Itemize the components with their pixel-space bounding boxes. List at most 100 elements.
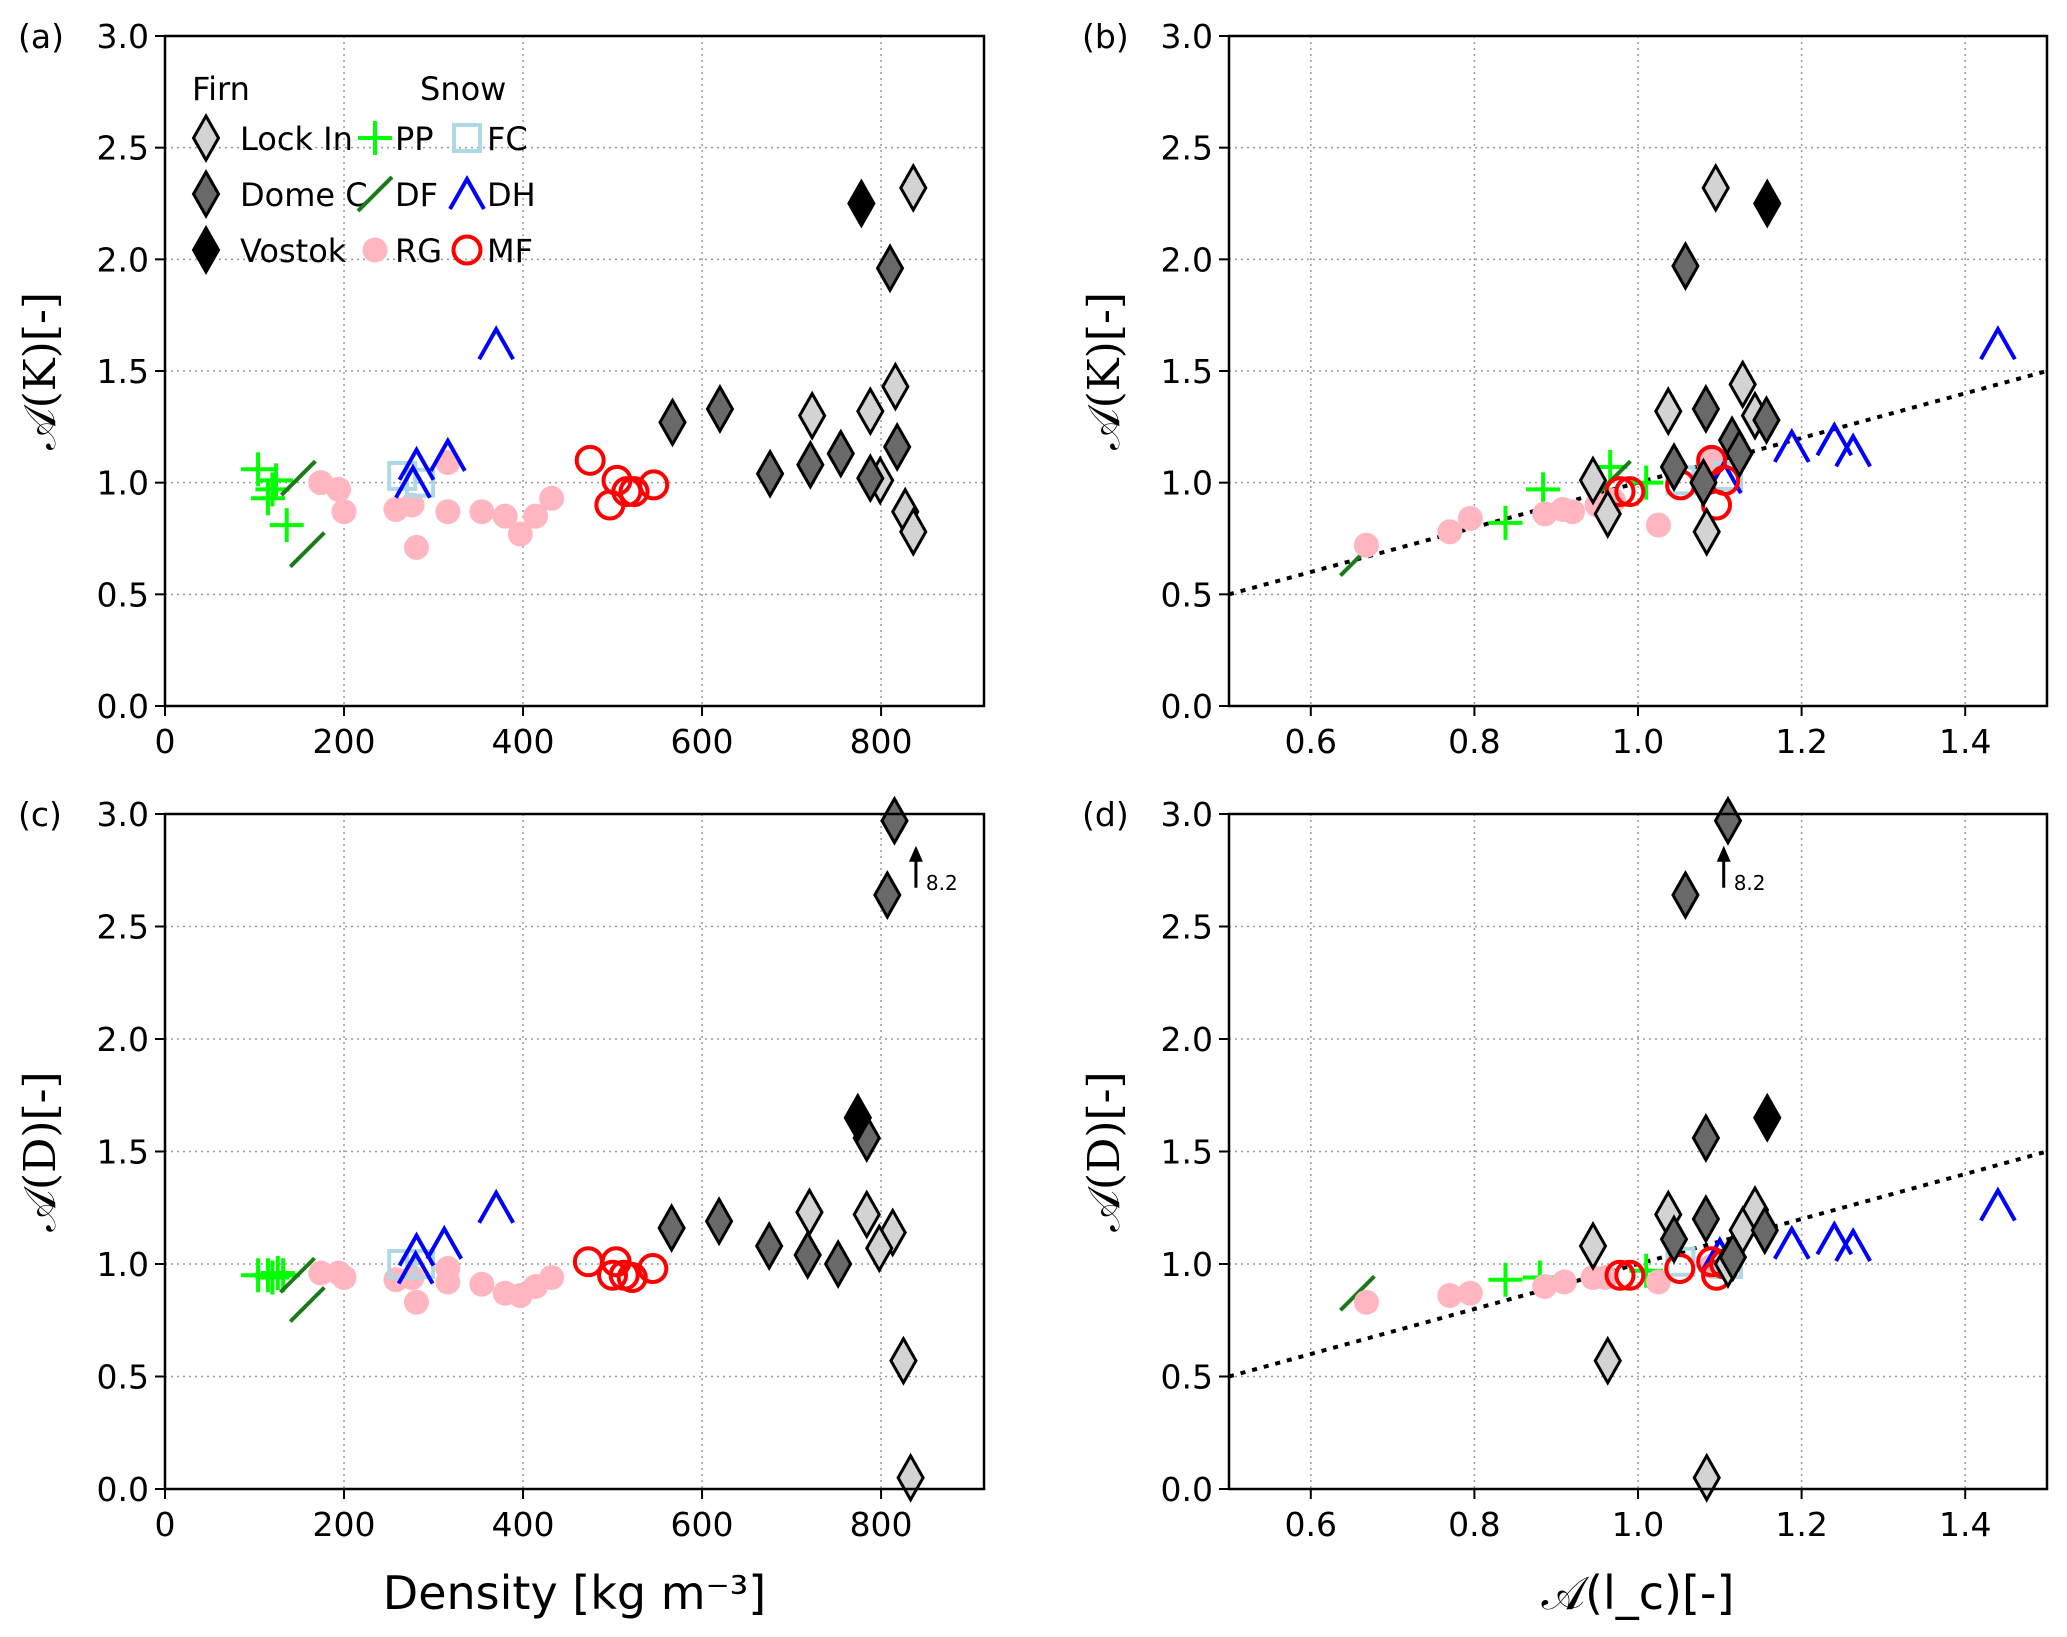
marker-lockin (881, 361, 910, 412)
marker-rg (469, 499, 495, 525)
panel-d: 0.6 0.8 1.0 1.2 1.4 0.0 0.5 1.0 1.5 2.0 2.5 3.0 8.2 (… (1079, 795, 2049, 1620)
marker-fc (405, 467, 436, 498)
marker-mf (611, 476, 643, 508)
y-tick-label: 2.0 (97, 240, 149, 279)
legend-label-fc: FC (487, 120, 528, 158)
legend-marker-vostok (191, 224, 221, 276)
y-tick-label: 0.5 (97, 1358, 149, 1397)
marker-lockin (889, 1335, 918, 1386)
y-tick-label: 0.5 (1161, 1358, 1213, 1397)
marker-df (279, 459, 317, 497)
marker-dh (477, 1188, 515, 1224)
panel-c: 0 200 400 600 800 0.0 0.5 1.0 1.5 2.0 2.5 3.0 8.2 (c)… (15, 795, 986, 1620)
marker-domec (1671, 869, 1700, 921)
marker-domec (1725, 428, 1754, 479)
marker-domec (704, 1196, 734, 1247)
marker-rg (523, 503, 549, 529)
legend-title-firn: Firn (192, 70, 250, 108)
marker-lockin (797, 390, 827, 441)
x-tick-label: 400 (492, 1505, 555, 1544)
panel-b: 0.6 0.8 1.0 1.2 1.4 0.0 0.5 1.0 1.5 2.0 2.5 3.0 (b) 𝒜… (1079, 17, 2049, 761)
panel-label: (d) (1082, 795, 1129, 834)
marker-lockin (1593, 488, 1622, 539)
x-tick-label: 1.4 (1939, 1505, 1991, 1544)
marker-mf (1664, 1253, 1696, 1284)
marker-lockin (865, 1223, 894, 1274)
marker-vostok (843, 1092, 873, 1143)
y-tick-label: 1.0 (1161, 464, 1213, 503)
marker-pp (1526, 472, 1561, 507)
marker-pp (250, 481, 285, 516)
marker-domec (826, 428, 856, 479)
y-tick-label: 3.0 (1161, 795, 1213, 834)
axes-frame (163, 812, 986, 1491)
legend-label-rg: RG (395, 232, 442, 270)
marker-rg (1437, 1283, 1463, 1308)
legend-label-domec: Dome C (240, 176, 368, 214)
x-tick-label: 600 (671, 1505, 734, 1544)
marker-domec (875, 243, 905, 294)
marker-domec (658, 397, 687, 448)
marker-df (288, 1286, 326, 1323)
y-tick-label: 1.0 (97, 464, 149, 503)
y-tick-label: 3.0 (1161, 17, 1213, 56)
marker-dh (1773, 427, 1811, 463)
x-tick-label: 600 (671, 722, 734, 761)
marker-dh (425, 1224, 464, 1260)
marker-dh (1834, 432, 1872, 468)
marker-domec (755, 448, 785, 499)
x-tick-label: 1.2 (1775, 722, 1827, 761)
y-axis-label: 𝒜(D)[-] (1079, 1071, 1130, 1231)
marker-rg (1457, 1280, 1483, 1306)
y-tick-label: 2.5 (1161, 908, 1213, 947)
y-tick-label: 2.0 (1161, 240, 1213, 279)
marker-rg (1560, 499, 1586, 525)
legend-marker-mf (451, 234, 483, 266)
marker-pp (260, 1256, 295, 1290)
x-tick-label: 1.4 (1939, 722, 1991, 761)
x-tick-label: 0 (155, 1505, 176, 1544)
y-tick-label: 1.5 (97, 352, 149, 391)
y-axis-label: 𝒜(K)[-] (1079, 292, 1130, 450)
annotation-arrow-head (1716, 845, 1731, 862)
marker-domec (705, 383, 735, 435)
marker-dh (1979, 1186, 2017, 1222)
y-tick-label: 2.0 (97, 1020, 149, 1059)
y-tick-label: 3.0 (97, 17, 149, 56)
y-tick-label: 0.0 (97, 1470, 149, 1509)
marker-rg (1551, 1269, 1577, 1295)
marker-rg (1437, 519, 1463, 545)
axes-frame (1227, 34, 2049, 708)
marker-pp (1488, 505, 1523, 540)
marker-lockin (1593, 1335, 1622, 1386)
y-tick-label: 1.5 (97, 1133, 149, 1172)
marker-mf (597, 1259, 629, 1291)
marker-lockin (899, 162, 928, 213)
marker-vostok (1753, 178, 1782, 229)
legend-marker-df (356, 175, 394, 213)
x-tick-label: 400 (492, 722, 555, 761)
marker-lockin (896, 1452, 925, 1503)
marker-pp (1488, 1262, 1523, 1297)
marker-pp (241, 452, 276, 487)
axes-frame (1227, 812, 2049, 1491)
y-axis-label: 𝒜(K)[-] (15, 292, 66, 450)
marker-pp (269, 508, 304, 543)
marker-pp (258, 463, 293, 498)
legend-label-dh: DH (487, 176, 536, 214)
legend-marker-fc (452, 123, 482, 153)
marker-rg (404, 1289, 430, 1315)
marker-lockin (1692, 506, 1721, 557)
marker-domec (1671, 240, 1700, 292)
legend-label-df: DF (395, 176, 438, 214)
legend-marker-dh (448, 174, 486, 210)
x-tick-label: 0.6 (1285, 722, 1337, 761)
marker-domec (856, 453, 885, 504)
marker-domec (1691, 1112, 1721, 1164)
marker-lockin (1701, 162, 1730, 213)
marker-rg (399, 492, 425, 518)
legend-label-vostok: Vostok (240, 232, 347, 270)
annotation-label: 8.2 (1734, 871, 1766, 895)
annotation-label: 8.2 (926, 871, 958, 895)
y-axis-label: 𝒜(D)[-] (15, 1071, 66, 1231)
